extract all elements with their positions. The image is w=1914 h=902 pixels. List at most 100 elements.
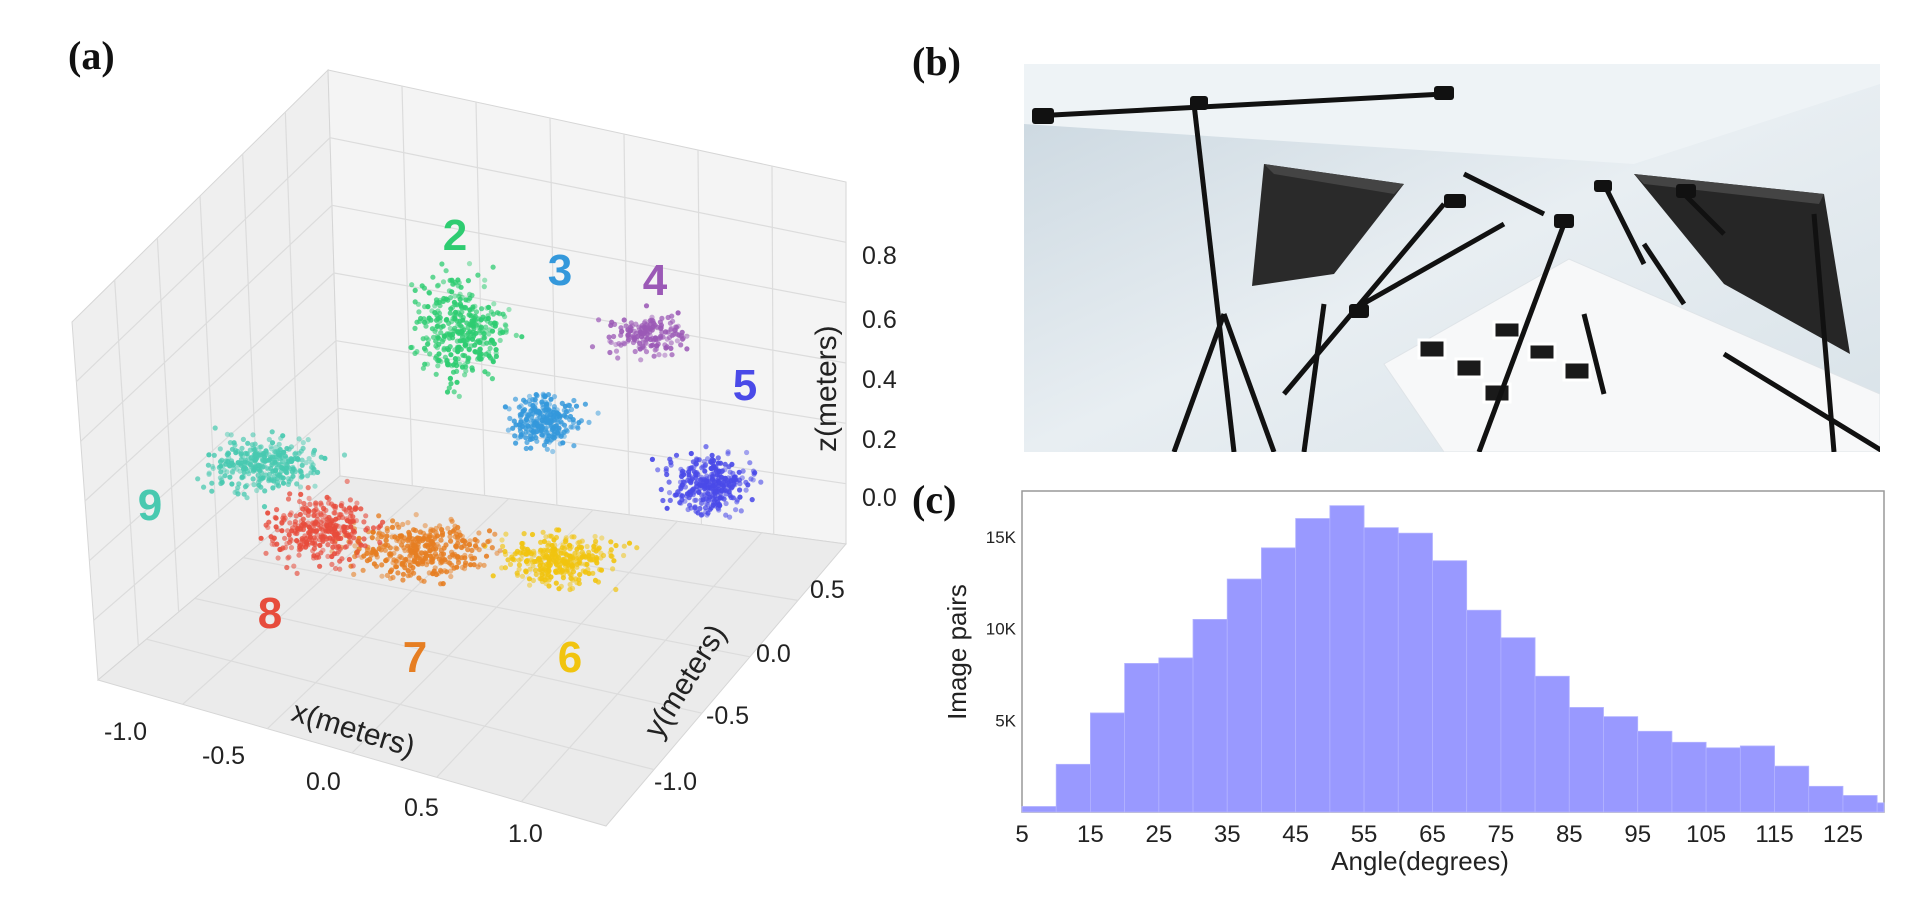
- scatter-point: [694, 470, 700, 476]
- scatter-point: [675, 310, 681, 316]
- scatter-point: [708, 465, 714, 471]
- scatter-point: [505, 557, 511, 563]
- scatter-point: [499, 537, 505, 543]
- scatter-point: [444, 316, 450, 323]
- scatter-point: [607, 349, 613, 356]
- scatter-point: [539, 418, 545, 424]
- scatter-point: [293, 513, 299, 519]
- scatter-point: [673, 324, 679, 330]
- scatter-point: [458, 312, 464, 318]
- hist-bar: [1432, 560, 1468, 813]
- hist-x-tick: 15: [1077, 821, 1104, 848]
- scatter-point: [472, 537, 478, 543]
- scatter-point: [277, 546, 283, 553]
- scatter-point: [425, 559, 431, 565]
- scatter-point: [715, 499, 721, 505]
- scatter-point: [330, 544, 336, 550]
- scatter-point: [513, 332, 519, 338]
- scatter-point: [452, 293, 458, 299]
- scatter-point: [449, 518, 455, 524]
- hist-bar: [1842, 795, 1878, 813]
- scatter-point: [286, 554, 292, 560]
- scatter-point: [518, 403, 524, 409]
- scatter-point: [552, 542, 558, 548]
- scatter-point: [370, 529, 376, 535]
- hist-y-tick: 15K: [986, 528, 1017, 547]
- scatter-point: [391, 557, 397, 563]
- scatter-point: [494, 310, 501, 316]
- scatter-point: [679, 497, 685, 503]
- scatter-point: [719, 468, 726, 474]
- scatter-point: [709, 471, 715, 477]
- scatter-point: [621, 317, 627, 323]
- scatter-point: [301, 521, 307, 527]
- scatter-point: [413, 511, 419, 518]
- scatter-point: [422, 361, 428, 367]
- scatter-point: [411, 527, 417, 533]
- scatter-point: [529, 414, 535, 420]
- scatter-point: [297, 498, 303, 505]
- scatter-point: [630, 339, 637, 346]
- scatter-point: [482, 277, 488, 283]
- scatter-point: [489, 376, 495, 382]
- scatter-point: [544, 405, 550, 411]
- scatter-point: [546, 583, 552, 589]
- scatter-point: [429, 308, 435, 314]
- scatter-point: [608, 547, 614, 553]
- grid-line: [520, 532, 763, 803]
- scatter-point: [445, 525, 451, 531]
- grid-line: [436, 520, 678, 778]
- scatter-point: [534, 393, 540, 399]
- scatter-point: [503, 323, 509, 329]
- scatter-point: [526, 576, 533, 582]
- scatter-point: [458, 544, 464, 550]
- scatter-point: [748, 476, 754, 482]
- hist-bar: [1192, 619, 1228, 813]
- scatter-point: [512, 396, 519, 402]
- scatter-point: [475, 338, 481, 344]
- scatter-point: [634, 333, 641, 340]
- scatter-point: [435, 358, 441, 364]
- scatter-point: [500, 543, 506, 550]
- scatter-point: [291, 563, 297, 569]
- scatter-point: [421, 578, 427, 584]
- scatter-point: [692, 497, 698, 503]
- scatter-point: [352, 553, 358, 560]
- scatter-point: [705, 510, 711, 516]
- scatter-point: [621, 543, 627, 549]
- scatter-point: [668, 459, 674, 465]
- scatter-point: [318, 512, 324, 518]
- scatter-point: [441, 345, 447, 351]
- scatter-point: [427, 548, 434, 554]
- scatter-point: [455, 277, 461, 283]
- scatter-point: [306, 495, 312, 501]
- hist-y-tick: 10K: [986, 620, 1017, 639]
- scatter-point: [425, 318, 431, 324]
- scatter-point: [483, 553, 490, 559]
- scatter-point: [465, 330, 471, 336]
- scatter-point: [555, 419, 561, 425]
- scatter-point: [481, 562, 487, 568]
- scatter-point: [529, 559, 536, 565]
- grid-line: [146, 638, 655, 771]
- grid-line: [337, 407, 847, 485]
- scatter-point: [415, 561, 421, 567]
- scatter-point: [608, 553, 614, 559]
- scatter-point: [486, 349, 492, 355]
- scatter-point: [446, 385, 452, 391]
- scatter-point: [361, 519, 367, 525]
- scatter-point: [317, 542, 323, 549]
- scatter-point: [416, 575, 422, 581]
- scatter-point: [500, 311, 506, 317]
- scatter-point: [440, 323, 446, 329]
- scatter-point: [577, 572, 583, 578]
- scatter-point: [477, 350, 483, 356]
- scatter-point: [464, 320, 470, 326]
- scatter-point: [530, 563, 536, 569]
- scatter-point: [466, 335, 472, 341]
- scatter-point: [454, 564, 460, 570]
- scatter-point: [559, 400, 565, 406]
- scatter-point: [433, 371, 439, 377]
- hist-x-tick: 85: [1556, 821, 1583, 848]
